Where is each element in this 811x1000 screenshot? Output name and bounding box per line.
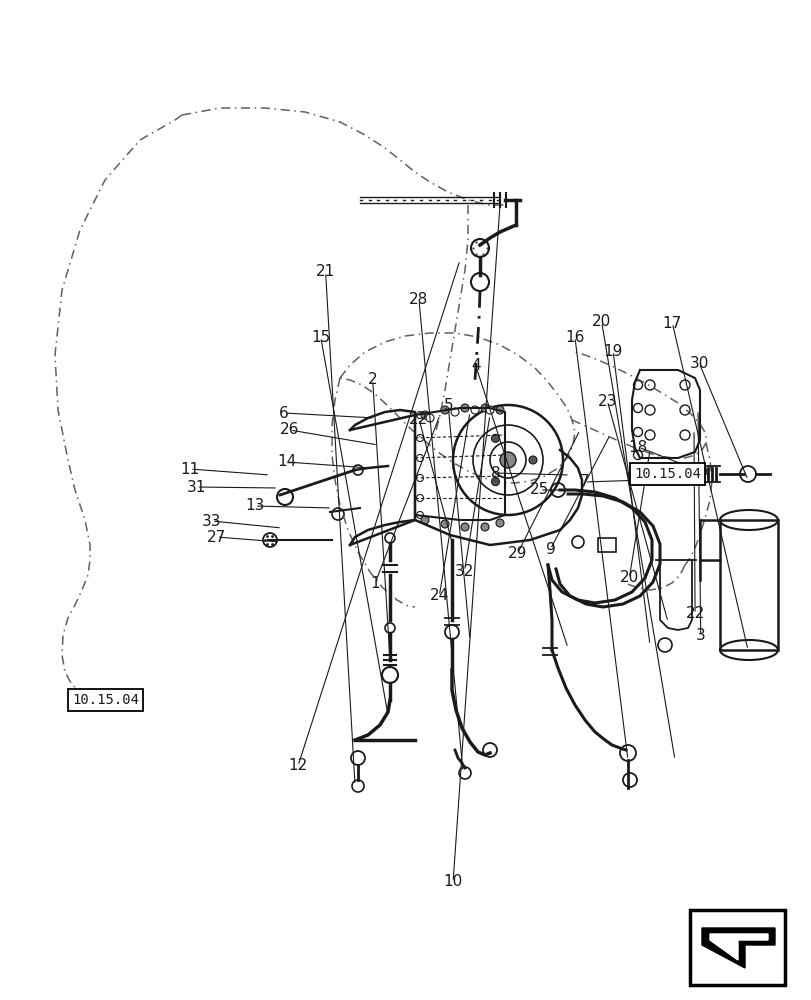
Circle shape xyxy=(496,519,504,527)
Circle shape xyxy=(500,452,515,468)
Text: 20: 20 xyxy=(619,570,638,585)
Circle shape xyxy=(480,523,488,531)
Circle shape xyxy=(571,536,583,548)
Text: 29: 29 xyxy=(507,546,526,562)
Circle shape xyxy=(426,414,433,422)
Text: 25: 25 xyxy=(530,483,549,497)
Text: 10: 10 xyxy=(443,874,462,890)
Circle shape xyxy=(458,767,470,779)
Text: 9: 9 xyxy=(545,542,555,556)
Text: 21: 21 xyxy=(315,264,335,279)
Text: 12: 12 xyxy=(288,758,307,774)
Text: 1: 1 xyxy=(370,576,380,590)
Circle shape xyxy=(440,520,448,528)
Text: 7: 7 xyxy=(579,475,589,489)
Circle shape xyxy=(420,411,428,419)
Circle shape xyxy=(461,523,469,531)
Text: 3: 3 xyxy=(695,629,705,644)
Text: 32: 32 xyxy=(454,564,474,578)
Circle shape xyxy=(351,780,363,792)
Text: 22: 22 xyxy=(684,606,704,621)
Text: 20: 20 xyxy=(591,314,611,330)
Circle shape xyxy=(384,533,394,543)
Text: 23: 23 xyxy=(597,393,616,408)
Text: 26: 26 xyxy=(280,422,299,438)
Circle shape xyxy=(633,403,642,412)
Text: 17: 17 xyxy=(662,316,681,330)
Bar xyxy=(689,910,784,985)
Circle shape xyxy=(496,406,504,414)
Polygon shape xyxy=(702,928,774,968)
Text: 8: 8 xyxy=(490,466,500,481)
Text: 28: 28 xyxy=(409,292,428,308)
Text: 24: 24 xyxy=(429,588,448,603)
Text: 22: 22 xyxy=(409,412,428,426)
Circle shape xyxy=(263,533,277,547)
Text: 5: 5 xyxy=(443,398,453,414)
Text: 27: 27 xyxy=(207,530,226,544)
Polygon shape xyxy=(709,934,767,960)
Circle shape xyxy=(461,404,469,412)
Circle shape xyxy=(480,404,488,412)
Circle shape xyxy=(528,456,536,464)
Text: 6: 6 xyxy=(279,406,289,420)
Circle shape xyxy=(470,406,478,414)
Text: 30: 30 xyxy=(689,356,708,370)
Circle shape xyxy=(633,428,642,436)
Text: 31: 31 xyxy=(187,480,206,494)
Text: 19: 19 xyxy=(603,344,622,359)
Circle shape xyxy=(633,450,642,460)
Circle shape xyxy=(491,478,499,486)
Circle shape xyxy=(420,516,428,524)
Text: 33: 33 xyxy=(202,514,221,528)
Circle shape xyxy=(491,434,499,442)
Bar xyxy=(597,538,616,552)
Bar xyxy=(719,520,777,650)
Text: 15: 15 xyxy=(311,330,330,344)
Circle shape xyxy=(384,623,394,633)
Circle shape xyxy=(353,465,363,475)
Circle shape xyxy=(440,406,448,414)
Text: 14: 14 xyxy=(277,454,296,470)
Circle shape xyxy=(486,406,493,414)
Text: 18: 18 xyxy=(628,440,647,454)
Text: 10.15.04: 10.15.04 xyxy=(633,467,700,481)
Circle shape xyxy=(450,408,458,416)
Text: 11: 11 xyxy=(180,462,200,477)
Text: 13: 13 xyxy=(245,498,264,514)
Text: 2: 2 xyxy=(367,372,377,387)
Text: 4: 4 xyxy=(470,359,480,373)
Circle shape xyxy=(633,380,642,389)
Text: 16: 16 xyxy=(564,330,584,344)
Text: 10.15.04: 10.15.04 xyxy=(72,693,139,707)
